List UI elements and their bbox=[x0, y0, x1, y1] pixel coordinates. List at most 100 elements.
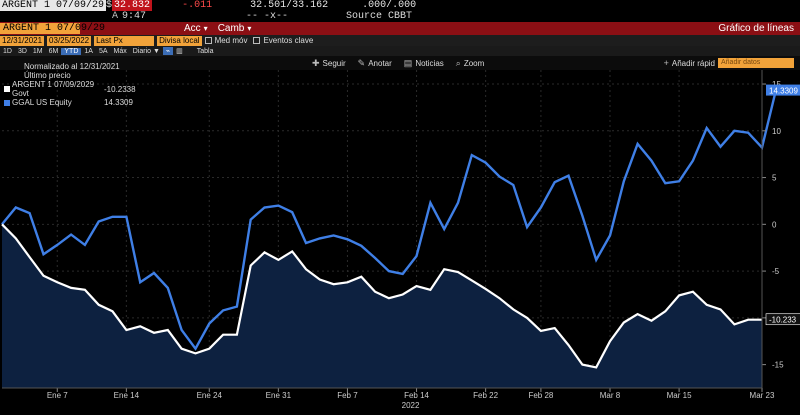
follow-label: Seguir bbox=[322, 58, 346, 68]
range-1m[interactable]: 1M bbox=[32, 47, 43, 55]
quote-bid-ask: 32.501/33.162 bbox=[250, 0, 329, 11]
quote-ticker[interactable]: ARGENT 1 07/09/29 bbox=[0, 0, 107, 11]
range-row: 1D 3D 1M 6M YTD 1A 5A Máx Diario ▼ ⌁ ▥ T… bbox=[0, 46, 800, 56]
y-tick-label: 10 bbox=[772, 127, 781, 136]
series-line-ggal bbox=[1, 90, 777, 351]
range-1d[interactable]: 1D bbox=[3, 47, 12, 55]
x-tick-label: Feb 7 bbox=[337, 391, 358, 400]
moving-avg-toggle[interactable]: Med móv bbox=[204, 36, 248, 45]
camb-menu-button[interactable]: Camb ▾ bbox=[218, 23, 252, 34]
follow-button[interactable]: ✚ Seguir bbox=[312, 58, 346, 69]
legend-value-ggal: 14.3309 bbox=[104, 98, 133, 107]
price-field-select[interactable]: Last Px bbox=[94, 35, 155, 46]
moving-avg-label: Med móv bbox=[214, 36, 248, 45]
add-quick-label: Añadir rápid bbox=[671, 58, 715, 68]
zoom-label: Zoom bbox=[463, 58, 485, 68]
legend-normalized: Normalizado al 12/31/2021 bbox=[24, 62, 120, 71]
news-label: Noticias bbox=[415, 58, 444, 68]
x-year-label: 2022 bbox=[402, 401, 420, 410]
y-tick-label: 5 bbox=[772, 174, 777, 183]
x-tick-label: Ene 31 bbox=[266, 391, 292, 400]
events-label: Eventos clave bbox=[263, 36, 314, 45]
add-data-input[interactable]: Añadir datos bbox=[718, 58, 794, 68]
table-button[interactable]: Tabla bbox=[196, 47, 214, 55]
plus-icon: + bbox=[663, 58, 669, 68]
news-button[interactable]: ▤ Noticias bbox=[404, 58, 444, 69]
y-tick-label: -5 bbox=[772, 267, 780, 276]
range-1a[interactable]: 1A bbox=[84, 47, 93, 55]
ticker-input[interactable]: ARGENT 1 07/09/29 bbox=[0, 23, 105, 34]
x-tick-label: Ene 7 bbox=[47, 391, 68, 400]
legend-swatch-argent bbox=[4, 86, 10, 92]
quote-time: 9:47 bbox=[122, 11, 147, 22]
action-row: ✚ Seguir ✎ Anotar ▤ Noticias ⌕ Zoom + Añadir … bbox=[0, 56, 800, 70]
checkbox-icon bbox=[253, 37, 261, 44]
events-toggle[interactable]: Eventos clave bbox=[253, 36, 313, 45]
legend-value-argent: -10.2338 bbox=[104, 84, 136, 94]
quote-time-arrow-icon: A bbox=[112, 11, 119, 22]
acc-menu-button[interactable]: Acc ▾ bbox=[184, 23, 208, 34]
series-line-argent bbox=[1, 223, 762, 369]
currency-select[interactable]: Divisa local bbox=[157, 35, 202, 46]
last-value-box-argent bbox=[765, 313, 800, 326]
x-tick-label: Mar 8 bbox=[600, 391, 621, 400]
legend-name-argent: ARGENT 1 07/09/2029 Govt bbox=[12, 80, 95, 98]
y-tick-label: 0 bbox=[772, 220, 777, 229]
range-5a[interactable]: 5A bbox=[98, 47, 108, 55]
y-tick-label: -15 bbox=[772, 361, 784, 370]
camb-label: Camb bbox=[217, 23, 245, 34]
x-tick-label: Mar 23 bbox=[750, 391, 775, 400]
quote-price: 32.832 bbox=[112, 0, 153, 11]
plus-icon: ✚ bbox=[312, 57, 320, 68]
x-tick-label: Ene 24 bbox=[197, 391, 223, 400]
news-icon: ▤ bbox=[403, 57, 413, 68]
range-max[interactable]: Máx bbox=[113, 47, 127, 55]
y-tick-label: 15 bbox=[772, 80, 781, 89]
window-title: Gráfico de líneas bbox=[718, 23, 794, 34]
range-6m[interactable]: 6M bbox=[48, 47, 59, 55]
quote-sizes: .000/.000 bbox=[362, 0, 417, 11]
quote-currency: $ bbox=[106, 0, 113, 11]
last-value-ggal: 14.3309 bbox=[769, 87, 798, 96]
x-tick-label: Feb 28 bbox=[528, 391, 553, 400]
checkbox-icon bbox=[204, 37, 212, 44]
start-date-field[interactable]: 12/31/2021 bbox=[0, 35, 45, 46]
frequency-select[interactable]: Diario ▼ bbox=[132, 47, 160, 55]
x-axis: Ene 7 Ene 14 Ene 24 Ene 31 Feb 7 Feb 14 Feb 22… bbox=[2, 387, 775, 410]
legend-last-price: Último precio bbox=[24, 71, 71, 80]
pencil-icon: ✎ bbox=[357, 57, 366, 68]
acc-label: Acc bbox=[184, 23, 201, 34]
zoom-icon: ⌕ bbox=[455, 57, 461, 68]
x-tick-label: Mar 15 bbox=[667, 391, 692, 400]
legend-swatch-ggal bbox=[4, 99, 10, 106]
bar-chart-icon[interactable]: ▥ bbox=[176, 48, 183, 55]
line-chart-icon[interactable]: ⌁ bbox=[162, 47, 174, 55]
range-ytd[interactable]: YTD bbox=[61, 47, 82, 55]
fields-row: 12/31/2021 03/25/2022 Last Px Divisa loc… bbox=[0, 35, 800, 46]
annotate-button[interactable]: ✎ Anotar bbox=[358, 58, 392, 69]
range-3d[interactable]: 3D bbox=[17, 47, 27, 55]
quote-row: ARGENT 1 07/09/29 $ 32.832 -.011 32.501/… bbox=[0, 0, 800, 11]
add-quick-button[interactable]: + Añadir rápid bbox=[664, 58, 715, 68]
legend-item-ggal[interactable]: GGAL US Equity 14.3309 bbox=[4, 98, 136, 107]
quote-source: Source CBBT bbox=[346, 11, 413, 22]
last-value-labels: 14.3309 -10.233 bbox=[765, 84, 800, 326]
x-tick-label: Feb 22 bbox=[473, 391, 498, 400]
ggal-area-fill bbox=[2, 224, 762, 388]
legend-name-ggal: GGAL US Equity bbox=[12, 98, 72, 107]
end-date-field[interactable]: 03/25/2022 bbox=[47, 35, 92, 46]
annotate-label: Anotar bbox=[368, 58, 392, 68]
x-tick-label: Ene 14 bbox=[114, 391, 140, 400]
chart-legend: Normalizado al 12/31/2021 Último precio … bbox=[4, 62, 136, 107]
last-value-argent: -10.233 bbox=[769, 316, 797, 325]
x-tick-label: Feb 14 bbox=[404, 391, 429, 400]
time-row: A 9:47 -- -x-- Source CBBT bbox=[0, 11, 800, 22]
zoom-button[interactable]: ⌕ Zoom bbox=[456, 58, 485, 69]
chevron-down-icon: ▾ bbox=[247, 24, 252, 33]
legend-item-argent[interactable]: ARGENT 1 07/09/2029 Govt -10.2338 bbox=[4, 80, 136, 98]
quote-change: -.011 bbox=[182, 0, 213, 11]
main-toolbar: ARGENT 1 07/09/29 Acc ▾ Camb ▾ Gráfico d… bbox=[0, 22, 800, 35]
quote-dash: -- -x-- bbox=[246, 11, 289, 22]
